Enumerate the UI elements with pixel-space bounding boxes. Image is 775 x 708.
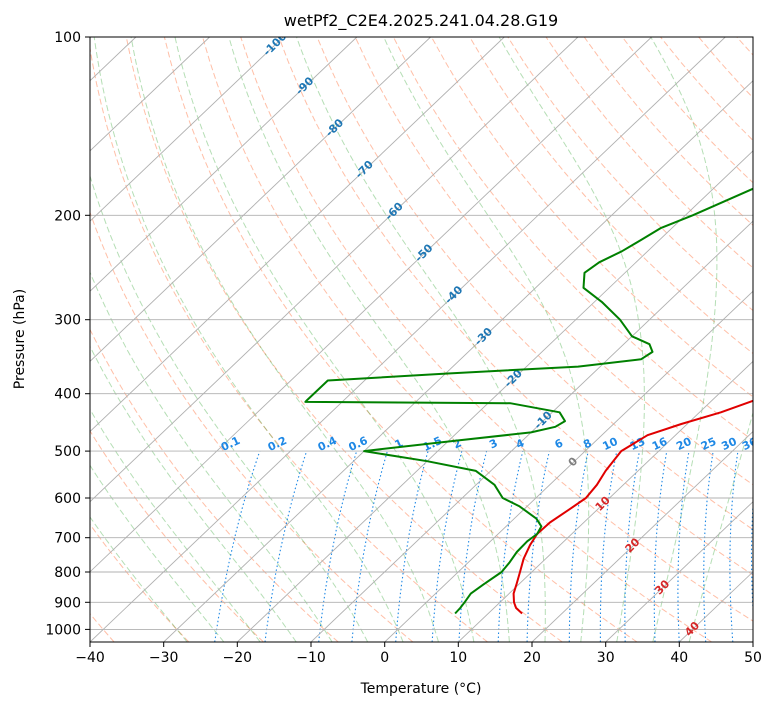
y-axis: 1000 900 800 700 600 500 400 300 200 100	[45, 30, 90, 638]
y-tick-label: 1000	[45, 622, 81, 638]
y-tick-label: 700	[54, 531, 81, 547]
dry-adiabat	[90, 429, 264, 642]
mixing-ratio-label: 36	[740, 435, 760, 453]
dry-adiabat	[392, 37, 753, 442]
x-tick-label: 0	[380, 650, 389, 666]
x-tick-label: −30	[149, 650, 179, 666]
moist-adiabat	[498, 37, 645, 642]
y-tick-label: 200	[54, 208, 81, 224]
mixing-ratio-line	[497, 450, 524, 642]
moist-adiabat	[90, 174, 369, 642]
x-tick-label: −10	[296, 650, 326, 666]
pressure-gridlines	[90, 37, 753, 630]
isotherm-line	[90, 37, 726, 642]
mixing-ratio-label: 16	[650, 435, 670, 453]
x-tick-label: −20	[223, 650, 253, 666]
profiles	[304, 187, 753, 615]
mixing-ratio-lines	[214, 450, 753, 642]
moist-adiabat	[90, 464, 225, 642]
dry-adiabat	[90, 211, 414, 642]
mixing-ratio-line	[395, 450, 429, 642]
moist-adiabat	[650, 37, 718, 642]
isotherm-line	[236, 150, 753, 642]
isotherm-line	[90, 37, 358, 292]
isotherm-line	[90, 37, 579, 503]
dry-adiabat	[90, 523, 190, 642]
chart-title: wetPf2_C2E4.2025.241.04.28.G19	[284, 11, 558, 31]
mixing-ratio-label: 30	[719, 435, 739, 453]
y-tick-label: 500	[54, 444, 81, 460]
moist-adiabat	[90, 516, 188, 642]
x-tick-label: 40	[670, 650, 688, 666]
isotherm-line	[90, 37, 652, 573]
isotherm-line	[163, 80, 753, 642]
mixing-ratio-label: 20	[674, 435, 694, 453]
isotherm-line	[90, 37, 210, 152]
mixing-ratio-line	[458, 450, 488, 642]
mixing-ratio-line	[568, 450, 589, 642]
y-tick-label: 600	[54, 491, 81, 507]
moist-adiabat	[130, 37, 439, 642]
dry-adiabat	[431, 37, 753, 398]
x-tick-label: 10	[449, 650, 467, 666]
dry-adiabat	[354, 37, 753, 486]
x-tick-label: −40	[75, 650, 105, 666]
x-axis: −40 −30 −20 −10 0 10 20 30 40 50	[75, 642, 762, 666]
isotherms	[90, 37, 753, 642]
moist-adiabat	[93, 37, 404, 642]
moist-adiabat	[383, 37, 590, 642]
x-axis-label: Temperature (°C)	[360, 681, 482, 697]
mixing-ratio-label: 25	[699, 435, 718, 453]
y-tick-label: 800	[54, 565, 81, 581]
x-tick-label: 20	[523, 650, 541, 666]
isotherm-line	[90, 37, 505, 433]
isotherm-line	[90, 37, 431, 362]
dewpoint-profile-line	[304, 187, 753, 615]
isotherm-line	[90, 37, 284, 222]
mixing-ratio-line	[599, 450, 618, 642]
mixing-ratio-line	[431, 450, 463, 642]
plot-frame	[89, 36, 754, 643]
y-tick-label: 900	[54, 595, 81, 611]
x-tick-label: 30	[597, 650, 615, 666]
y-axis-label: Pressure (hPa)	[12, 289, 28, 389]
moist-adiabat	[296, 37, 546, 642]
isotherm-line	[531, 430, 753, 642]
moist-adiabat	[90, 271, 333, 642]
x-tick-label: 50	[744, 650, 762, 666]
y-tick-label: 400	[54, 387, 81, 403]
dry-adiabat	[163, 37, 638, 642]
isotherm-line	[310, 220, 753, 642]
y-tick-label: 300	[54, 313, 81, 329]
isotherm-line	[457, 360, 753, 642]
moist-adiabats	[90, 37, 753, 642]
mixing-ratio-line	[526, 450, 550, 642]
y-tick-label: 100	[54, 30, 81, 46]
dry-adiabat	[90, 45, 488, 642]
isotherm-line	[605, 501, 753, 642]
dry-adiabat	[507, 37, 753, 312]
temperature-profile-line	[512, 399, 753, 615]
isotherm-line	[384, 290, 753, 642]
mixing-ratio-label: 10	[601, 435, 621, 453]
